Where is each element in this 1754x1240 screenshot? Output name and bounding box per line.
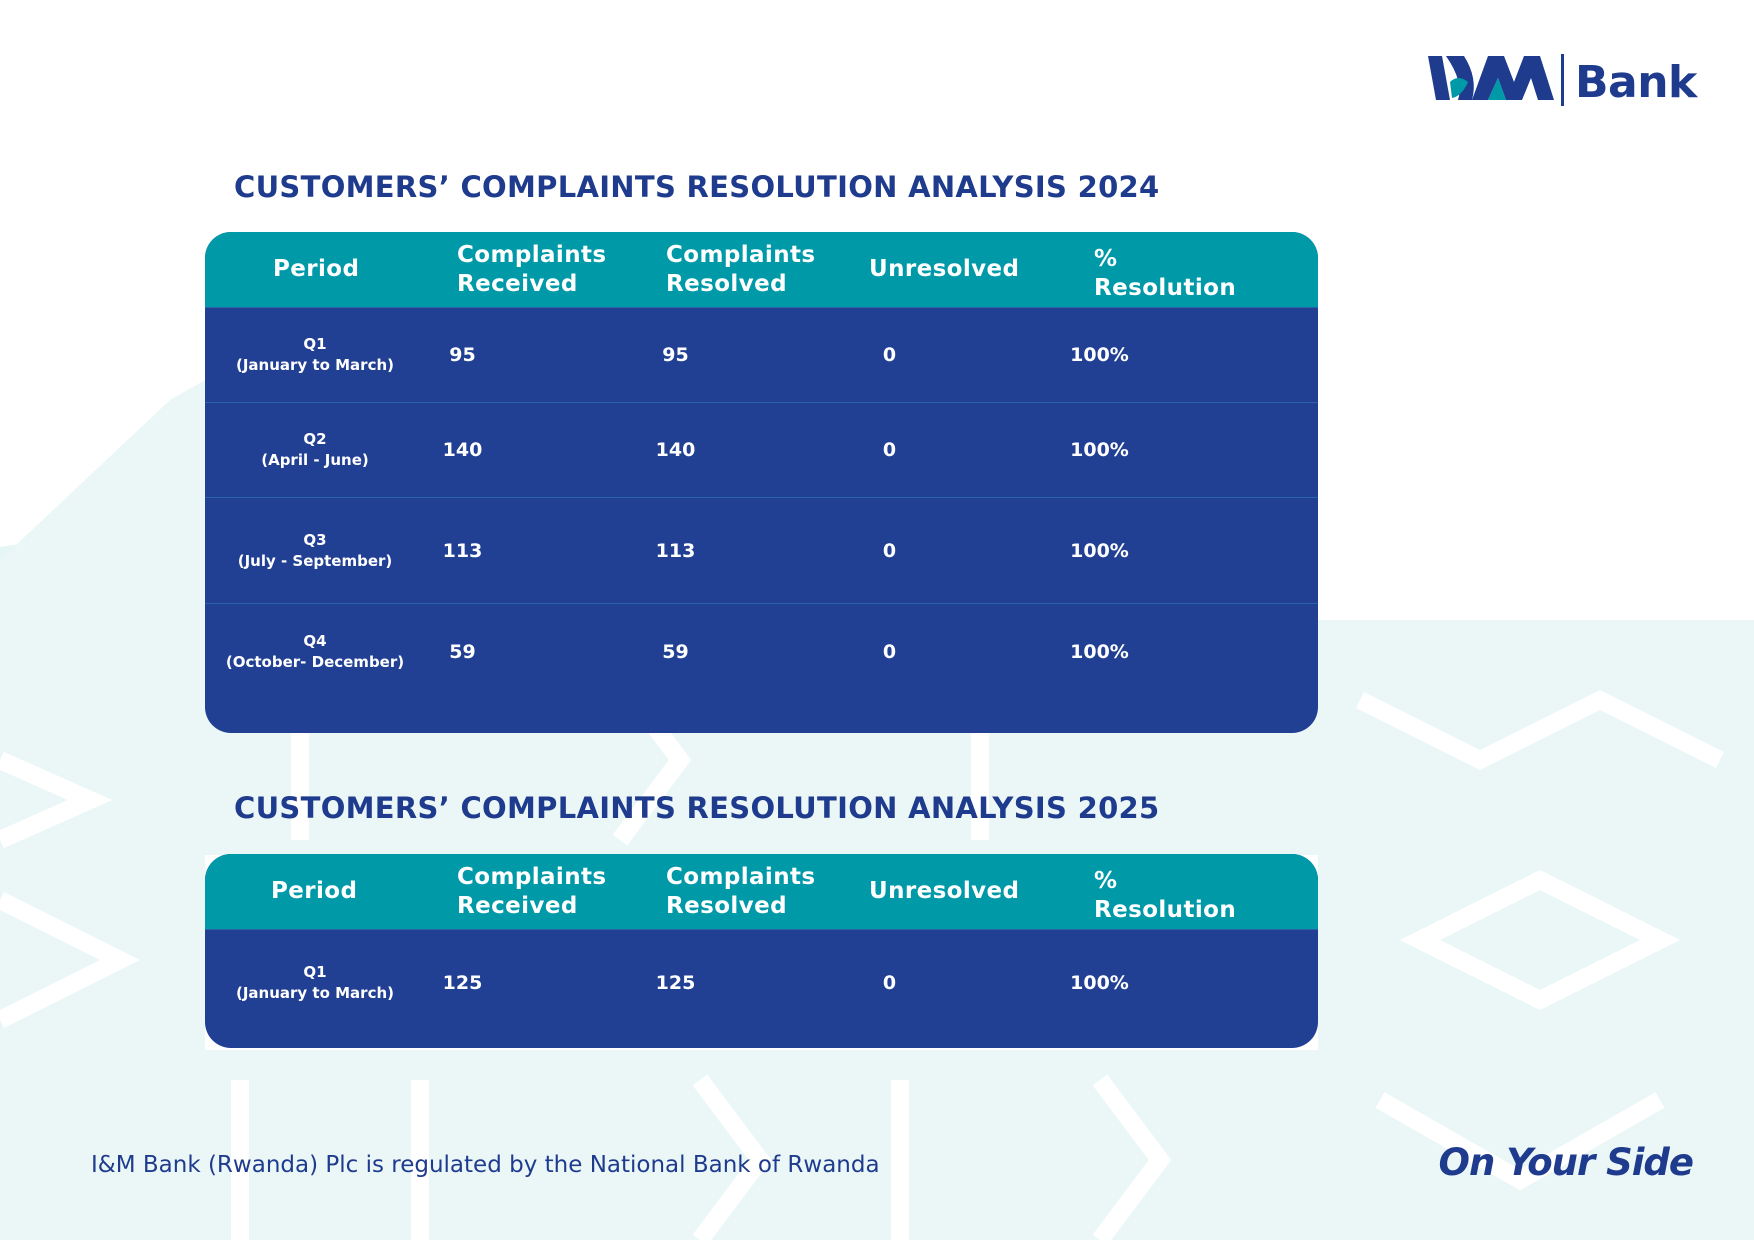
quarter-range: (January to March) [235, 983, 394, 1002]
table-row: Q2 (April - June) 140 140 0 100% [205, 402, 1318, 497]
period-cell: Q1 (January to March) [225, 930, 405, 1035]
header-period: Period [271, 878, 358, 904]
table-title-2025: CUSTOMERS’ COMPLAINTS RESOLUTION ANALYSI… [234, 791, 1160, 825]
quarter-range: (July - September) [237, 551, 393, 570]
quarter-label: Q2 [303, 430, 327, 448]
table-row: Q1 (January to March) 125 125 0 100% [205, 929, 1318, 1048]
resolution-cell: 100% [1070, 971, 1129, 994]
header-resolution-percent: % Resolution [1094, 867, 1237, 923]
im-bank-logo [1428, 56, 1554, 100]
table-row: Q4 (October- December) 59 59 0 100% [205, 603, 1318, 724]
logo-separator [1561, 54, 1564, 106]
complaints-table-2024: Period Complaints Received Complaints Re… [205, 232, 1318, 733]
table-header: Period Complaints Received Complaints Re… [205, 854, 1318, 929]
unresolved-cell: 0 [882, 439, 897, 461]
resolution-cell: 100% [1070, 539, 1129, 562]
quarter-range: (April - June) [261, 451, 369, 469]
header-resolution-percent: % Resolution [1094, 245, 1237, 301]
quarter-label: Q3 [303, 530, 327, 549]
unresolved-cell: 0 [882, 344, 897, 366]
resolved-cell: 59 [662, 641, 689, 663]
resolved-cell: 95 [662, 344, 689, 366]
quarter-label: Q1 [303, 335, 327, 353]
complaints-table-2025: Period Complaints Received Complaints Re… [205, 854, 1318, 1048]
header-complaints-received: Complaints Received [457, 241, 607, 297]
received-cell: 140 [442, 439, 483, 461]
resolved-cell: 140 [655, 439, 696, 461]
period-cell: Q1 (January to March) [225, 308, 405, 402]
received-cell: 95 [449, 344, 476, 366]
quarter-range: (October- December) [225, 653, 405, 671]
unresolved-cell: 0 [882, 971, 897, 994]
header-complaints-resolved: Complaints Resolved [666, 863, 816, 919]
unresolved-cell: 0 [882, 539, 897, 562]
resolved-cell: 125 [655, 971, 696, 994]
header-unresolved: Unresolved [869, 878, 1020, 904]
period-cell: Q3 (July - September) [225, 498, 405, 603]
header-complaints-received: Complaints Received [457, 863, 607, 919]
unresolved-cell: 0 [882, 641, 897, 663]
resolved-cell: 113 [655, 539, 696, 562]
table-header: Period Complaints Received Complaints Re… [205, 232, 1318, 307]
logo-bank-text: Bank [1575, 57, 1697, 108]
header-complaints-resolved: Complaints Resolved [666, 241, 816, 297]
quarter-range: (January to March) [235, 356, 394, 374]
received-cell: 113 [442, 539, 483, 562]
quarter-label: Q4 [303, 632, 327, 650]
resolution-cell: 100% [1070, 641, 1129, 663]
table-title-2024: CUSTOMERS’ COMPLAINTS RESOLUTION ANALYSI… [234, 170, 1160, 204]
period-cell: Q2 (April - June) [225, 403, 405, 497]
received-cell: 125 [442, 971, 483, 994]
regulation-notice: I&M Bank (Rwanda) Plc is regulated by th… [91, 1152, 880, 1178]
header-period: Period [273, 256, 360, 282]
period-cell: Q4 (October- December) [225, 604, 405, 700]
resolution-cell: 100% [1070, 439, 1129, 461]
table-row: Q1 (January to March) 95 95 0 100% [205, 307, 1318, 402]
header-unresolved: Unresolved [869, 256, 1020, 282]
quarter-label: Q1 [303, 962, 327, 981]
resolution-cell: 100% [1070, 344, 1129, 366]
received-cell: 59 [449, 641, 476, 663]
table-row: Q3 (July - September) 113 113 0 100% [205, 497, 1318, 603]
brand-tagline: On Your Side [1438, 1141, 1694, 1184]
